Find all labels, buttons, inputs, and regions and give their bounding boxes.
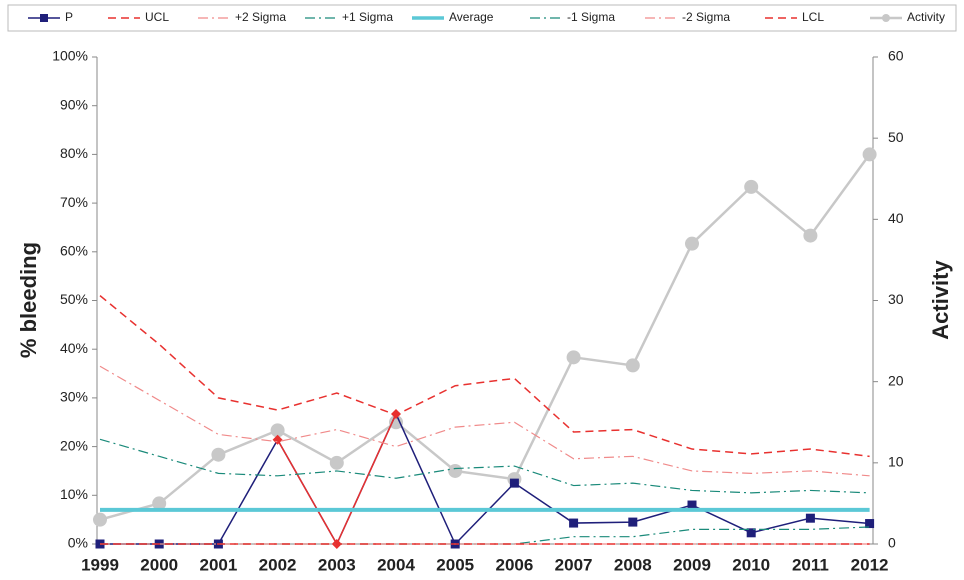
highlight-segment: [276, 439, 338, 545]
legend-label: +2 Sigma: [235, 10, 286, 24]
series-line: [99, 153, 871, 521]
legend-marker: [40, 14, 48, 22]
legend-label: Activity: [907, 10, 945, 24]
legend-label: P: [65, 10, 73, 24]
legend-label: -2 Sigma: [682, 10, 730, 24]
y-tick-label: 50%: [60, 291, 88, 307]
point: [805, 513, 815, 523]
y-tick-label: 70%: [60, 194, 88, 210]
x-tick-label: 2000: [140, 555, 178, 574]
legend-label: LCL: [802, 10, 824, 24]
y-tick-label: 40%: [60, 340, 88, 356]
point: [803, 228, 818, 243]
highlight-segment: [336, 413, 397, 545]
y2-tick-label: 0: [888, 535, 896, 551]
y-tick-label: 100%: [52, 48, 88, 64]
legend-marker: [882, 14, 890, 22]
y2-tick-label: 50: [888, 129, 904, 145]
legend-box: [7, 4, 957, 32]
point: [152, 496, 167, 511]
y-tick-label: 80%: [60, 145, 88, 161]
point: [93, 512, 107, 527]
legend-label: UCL: [145, 10, 169, 24]
legend-label: +1 Sigma: [342, 10, 393, 24]
point: [569, 518, 579, 528]
y-tick-label: 30%: [60, 389, 88, 405]
point: [270, 423, 285, 438]
y2-tick-label: 10: [888, 454, 904, 470]
point: [687, 500, 697, 510]
y2-tick-label: 30: [888, 291, 904, 307]
y2-tick-label: 40: [888, 210, 904, 226]
x-tick-label: 2008: [614, 555, 652, 574]
x-tick-label: 2001: [199, 555, 237, 574]
legend-label: -1 Sigma: [567, 10, 615, 24]
point: [862, 147, 877, 162]
point: [389, 415, 403, 430]
point: [865, 519, 875, 529]
y2-tick-label: 20: [888, 372, 904, 388]
point: [566, 350, 581, 365]
point: [329, 455, 344, 470]
point: [685, 236, 699, 251]
x-tick-label: 2011: [792, 555, 829, 574]
point: [272, 434, 283, 445]
series-line: [99, 365, 870, 477]
y-tick-label: 10%: [60, 486, 88, 502]
point: [391, 408, 401, 419]
y-tick-label: 20%: [60, 437, 88, 453]
y-axis-title: % bleeding: [16, 242, 41, 358]
point: [211, 447, 226, 462]
point: [509, 478, 519, 488]
y2-axis-title: Activity: [928, 260, 953, 340]
x-tick-label: 2012: [851, 555, 889, 574]
point: [448, 463, 463, 478]
x-tick-label: 2005: [436, 555, 474, 574]
point: [744, 179, 759, 194]
x-tick-label: 2007: [555, 555, 593, 574]
x-tick-label: 2003: [318, 555, 356, 574]
x-tick-label: 1999: [81, 555, 119, 574]
y-tick-label: 0%: [68, 535, 88, 551]
x-tick-label: 2002: [259, 555, 297, 574]
point: [628, 517, 638, 527]
series-line: [99, 438, 870, 494]
y2-tick-label: 60: [888, 48, 904, 64]
series-line: [100, 412, 870, 546]
legend-label: Average: [449, 10, 494, 24]
point: [746, 528, 756, 538]
x-tick-label: 2004: [377, 555, 415, 574]
x-tick-label: 2006: [495, 555, 533, 574]
x-tick-label: 2010: [732, 555, 770, 574]
point: [625, 358, 640, 373]
y-tick-label: 60%: [60, 243, 88, 259]
y-tick-label: 90%: [60, 96, 88, 112]
x-tick-label: 2009: [673, 555, 711, 574]
series-line: [99, 295, 870, 458]
